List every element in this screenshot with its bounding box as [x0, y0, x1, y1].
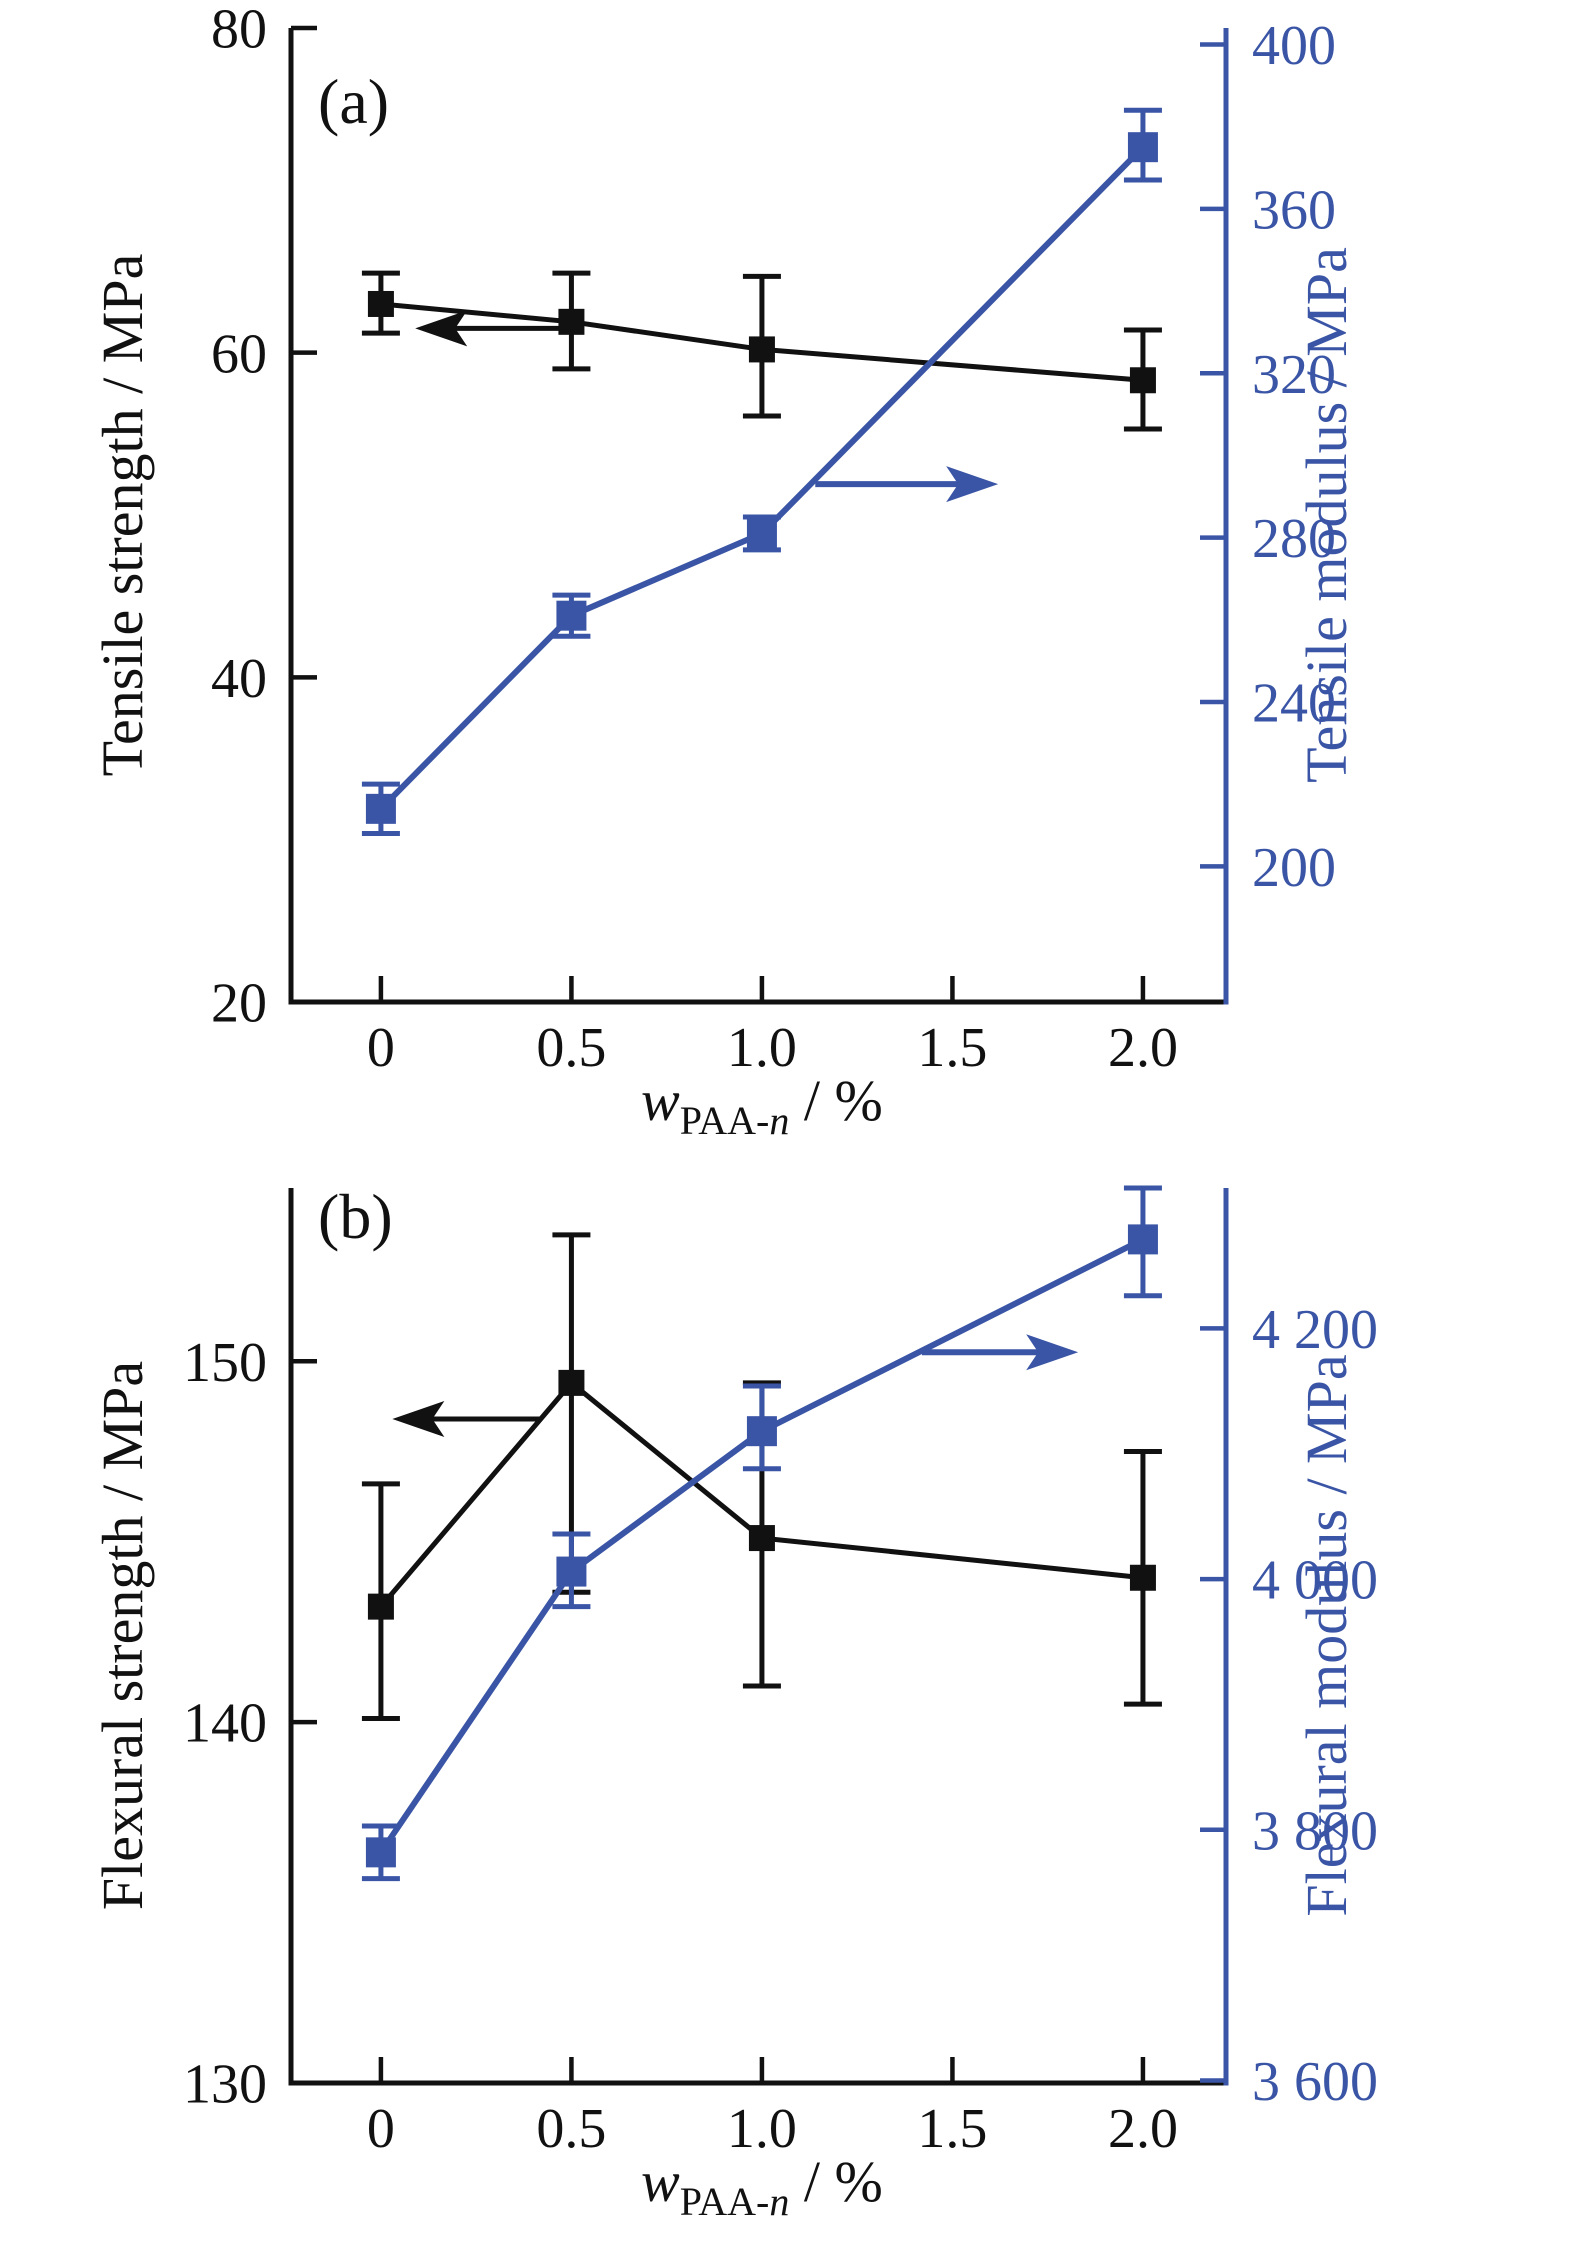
- x-axis-tick-label: 0.5: [536, 2098, 606, 2160]
- data-point-marker: [556, 1556, 587, 1587]
- right-axis-tick-label: 3 600: [1252, 2051, 1378, 2113]
- series-flexural-strength: [361, 1232, 1162, 1722]
- x-axis-tick-label: 0.5: [536, 1017, 606, 1079]
- x-axis-title: wPAA-n / %: [641, 1068, 883, 1143]
- left-axis-tick-label: 140: [183, 1693, 267, 1755]
- series-tensile-modulus: [361, 107, 1162, 837]
- left-axis-title: Flexural strength / MPa: [90, 1361, 155, 1910]
- series-flexural-modulus: [361, 1185, 1162, 1882]
- panel-b: 130 140 150 3 600 3 800 4 000 4 200 0 0.5 1.0 1.5 2…: [90, 1181, 1378, 2224]
- x-axis-tick-label: 2.0: [1108, 2098, 1178, 2160]
- left-axis-tick-label: 40: [211, 648, 267, 710]
- series-tensile-strength: [361, 270, 1162, 432]
- left-axis-title: Tensile strength / MPa: [90, 254, 155, 777]
- data-point-marker: [748, 336, 775, 363]
- data-point-marker: [558, 1369, 585, 1396]
- x-axis-tick-label: 1.0: [727, 1017, 797, 1079]
- right-axis-title: Flexural modulus / MPa: [1294, 1354, 1359, 1916]
- data-point-marker: [1127, 1224, 1158, 1255]
- x-axis-tick-label: 1.5: [917, 2098, 987, 2160]
- right-axis-tick-label: 400: [1252, 15, 1336, 77]
- x-axis-tick-label: 2.0: [1108, 1017, 1178, 1079]
- left-axis-tick-label: 150: [183, 1332, 267, 1394]
- series-line: [378, 1236, 1145, 1855]
- left-axis-tick-label: 20: [211, 973, 267, 1035]
- data-point-marker: [365, 1837, 396, 1868]
- right-axis-tick-label: 320: [1252, 344, 1336, 406]
- series-line: [379, 1379, 1144, 1609]
- series-line: [378, 145, 1146, 811]
- data-point-marker: [556, 600, 587, 631]
- x-axis-tick-label: 0: [367, 1017, 395, 1079]
- axis-direction-arrowhead: [946, 466, 999, 503]
- right-axis-tick-label: 280: [1252, 508, 1336, 570]
- right-axis-title: Tensile modulus / MPa: [1294, 247, 1359, 783]
- data-point-marker: [558, 308, 585, 335]
- panel-a: 20 40 60 80 200 240 280 320 360 400 0 0.5 1.0 1.5 2.0 T…: [90, 0, 1359, 1143]
- left-axis-tick-label: 80: [211, 0, 267, 61]
- data-point-marker: [1127, 132, 1158, 163]
- x-axis-tick-label: 1.0: [727, 2098, 797, 2160]
- right-axis-tick-label: 3 800: [1252, 1800, 1378, 1862]
- series-line: [380, 301, 1144, 383]
- right-axis-tick-label: 4 200: [1252, 1299, 1378, 1361]
- left-axis-tick-label: 130: [183, 2054, 267, 2116]
- panel-label: (a): [318, 66, 389, 137]
- data-point-marker: [365, 793, 396, 824]
- x-axis-tick-label: 1.5: [917, 1017, 987, 1079]
- data-point-marker: [1129, 367, 1156, 394]
- right-axis-tick-label: 240: [1252, 673, 1336, 735]
- right-axis-tick-label: 200: [1252, 837, 1336, 899]
- axis-direction-arrowhead: [1026, 1334, 1079, 1371]
- axis-direction-arrowhead: [415, 310, 468, 347]
- axis-direction-arrowhead: [392, 1400, 445, 1437]
- x-axis-title: wPAA-n / %: [641, 2149, 883, 2224]
- data-point-marker: [748, 1525, 775, 1552]
- left-axis-tick-label: 60: [211, 323, 267, 385]
- x-axis-tick-label: 0: [367, 2098, 395, 2160]
- data-point-marker: [746, 1416, 777, 1447]
- data-point-marker: [367, 1593, 394, 1620]
- right-axis-tick-label: 360: [1252, 179, 1336, 241]
- data-point-marker: [746, 518, 777, 549]
- data-point-marker: [1129, 1564, 1156, 1591]
- panel-label: (b): [318, 1181, 393, 1252]
- right-axis-tick-label: 4 000: [1252, 1550, 1378, 1612]
- data-point-marker: [367, 290, 394, 317]
